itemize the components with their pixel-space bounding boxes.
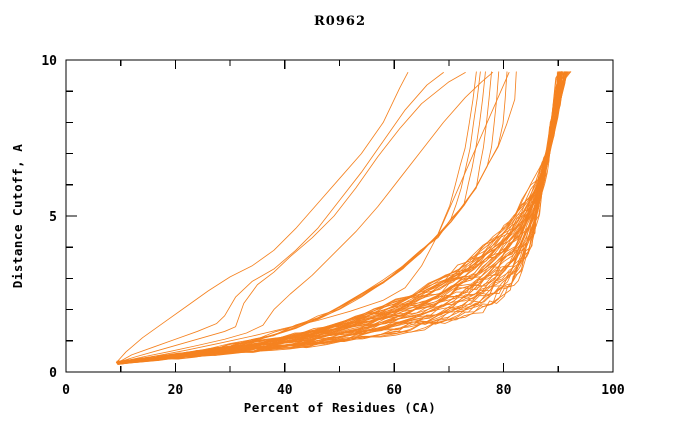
data-curve-bundle [117, 71, 561, 364]
x-axis-title: Percent of Residues (CA) [244, 400, 437, 415]
data-curves-layer [115, 71, 572, 365]
data-curve-outlier [115, 72, 409, 364]
y-tick-label: 10 [41, 54, 57, 69]
data-curve-bundle [118, 71, 567, 363]
data-curve-bundle [118, 71, 570, 364]
data-curve-stray [117, 71, 477, 365]
y-tick-label: 0 [49, 366, 57, 381]
data-curve-bundle [117, 71, 567, 365]
data-curve-bundle [118, 71, 572, 363]
chart-title: R0962 [314, 14, 366, 29]
data-curve-outlier [119, 72, 494, 363]
data-curve-bundle [116, 71, 565, 364]
data-curve-stray [117, 71, 486, 365]
x-tick-label: 20 [168, 383, 184, 398]
data-curve-bundle [117, 71, 562, 363]
data-curve-bundle [116, 71, 561, 363]
data-curve-bundle [117, 71, 569, 364]
data-curve-bundle [117, 71, 572, 365]
data-curve-stray [117, 71, 517, 365]
data-curve-bundle [116, 71, 560, 363]
data-curve-bundle [117, 71, 563, 363]
data-curve-bundle [116, 71, 566, 365]
data-curve-bundle [117, 71, 568, 363]
data-curve-bundle [118, 71, 567, 365]
data-curve-bundle [118, 71, 568, 365]
data-curve-bundle [118, 71, 564, 364]
data-curve-bundle [117, 71, 566, 365]
data-curve-bundle [118, 71, 560, 365]
axis-ticks-layer [65, 59, 614, 373]
data-curve-outlier [120, 72, 510, 362]
x-tick-label: 40 [277, 383, 293, 398]
data-curve-bundle [117, 71, 571, 363]
data-curve-bundle [118, 71, 560, 362]
x-tick-label: 80 [496, 383, 512, 398]
data-curve-outlier [118, 72, 466, 363]
y-axis-title: Distance Cutoff, A [10, 144, 25, 288]
data-curve-bundle [118, 71, 565, 365]
data-curve-bundle [117, 71, 568, 363]
data-curve-bundle [116, 71, 558, 363]
x-tick-label: 100 [601, 383, 625, 398]
data-curve-outlier [117, 72, 444, 364]
data-curve-bundle [118, 71, 561, 364]
data-curve-bundle [116, 71, 566, 365]
x-tick-label: 0 [62, 383, 70, 398]
data-curve-bundle [117, 71, 566, 363]
data-curve-bundle [116, 71, 561, 364]
data-curve-bundle [116, 71, 568, 363]
data-curve-bundle [116, 71, 565, 363]
data-curve-bundle [116, 71, 560, 363]
x-tick-labels: 0 20 40 60 80 100 [62, 383, 625, 398]
x-tick-label: 60 [386, 383, 402, 398]
data-curve-bundle [117, 71, 567, 363]
data-curve-bundle [117, 71, 559, 362]
data-curve-bundle [116, 71, 560, 363]
data-curve-bundle [118, 71, 569, 363]
y-tick-label: 5 [49, 210, 57, 225]
y-tick-labels: 0 5 10 [41, 54, 57, 381]
data-curve-bundle [117, 71, 560, 362]
data-curve-bundle [117, 71, 565, 363]
data-curve-bundle [117, 71, 563, 365]
data-curve-bundle [117, 71, 564, 363]
